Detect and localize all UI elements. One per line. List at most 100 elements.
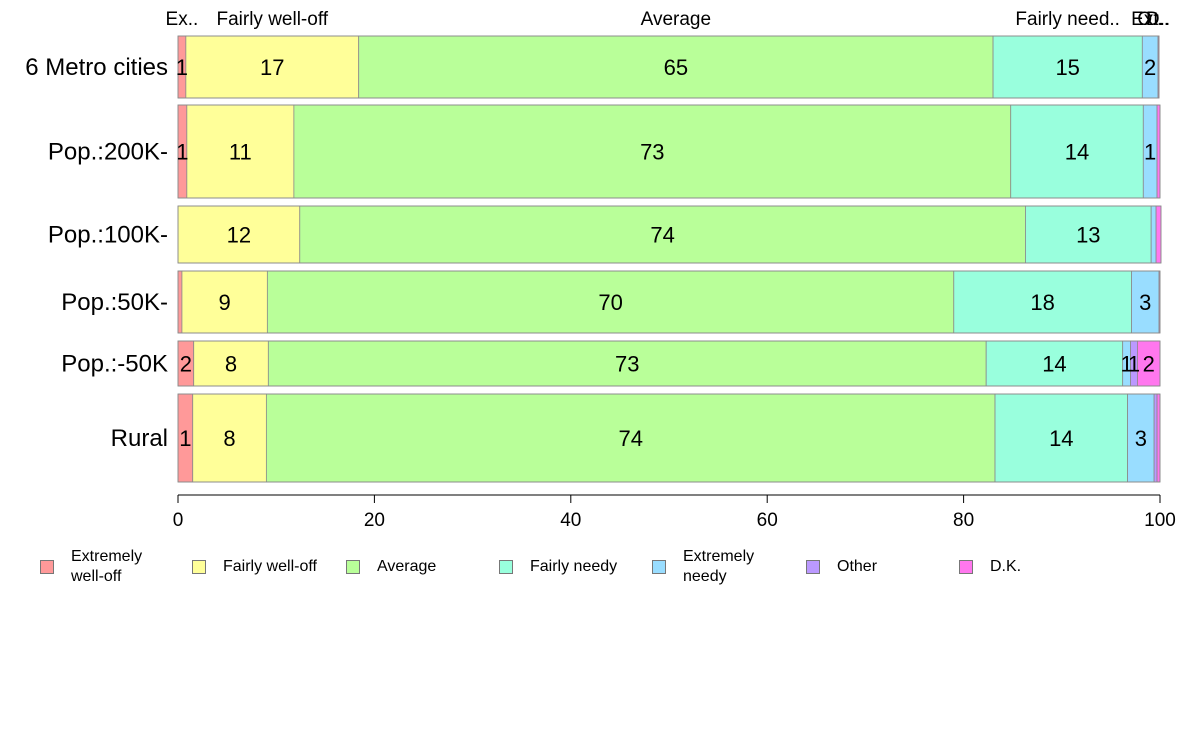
x-tick-label: 60 <box>757 510 778 531</box>
data-label: 3 <box>1135 426 1147 451</box>
row-labels: 6 Metro cities Pop.:200K- Pop.:100K- Pop.:5… <box>25 54 168 452</box>
legend-swatch <box>40 560 54 574</box>
bar-outline <box>177 270 1161 334</box>
bar-segment <box>1127 393 1155 483</box>
data-label: 65 <box>664 55 688 80</box>
data-label: 8 <box>225 352 237 377</box>
stacked-bar-chart: 1 17 65 15 21 11 73 14 112 74 139 70 18 32 8 73 14 11 21 8 7… <box>25 9 1176 531</box>
legend-label: Average <box>377 558 437 575</box>
top-series-label: O.. <box>1137 9 1162 30</box>
data-label: 11 <box>229 140 252 165</box>
data-label: 2 <box>1144 55 1156 80</box>
legend-label: Fairly needy <box>530 558 618 575</box>
segment-labels: 1 17 65 15 21 11 73 14 112 74 139 70 18 32 8 73 14 11 21 8 7… <box>176 55 1157 451</box>
legend-item: Fairly needy <box>499 545 617 589</box>
bar-outline <box>177 205 1162 264</box>
bar-segment <box>267 340 987 387</box>
category-label: 6 Metro cities <box>25 54 168 81</box>
legend-item: Other <box>806 545 877 589</box>
data-label: 2 <box>1143 352 1155 377</box>
x-tick-label: 80 <box>953 510 974 531</box>
data-label: 17 <box>260 55 284 80</box>
bar-outline <box>177 104 1161 199</box>
top-series-label: Fairly need.. <box>1015 9 1120 30</box>
category-label: Rural <box>111 425 168 452</box>
bar-outline <box>177 35 1160 99</box>
data-label: 18 <box>1030 290 1054 315</box>
bar-segment <box>1156 104 1161 199</box>
legend-item: Extremely well-off <box>40 545 142 589</box>
bar-outline <box>177 393 1161 483</box>
bar-segment <box>1010 104 1144 199</box>
bar-segment <box>181 270 268 334</box>
data-label: 2 <box>180 352 192 377</box>
x-axis: 0 20 40 60 80 100 <box>173 494 1176 531</box>
data-label: 1 <box>1120 352 1132 377</box>
bar-segment <box>953 270 1132 334</box>
legend-label: Extremely well-off <box>71 548 143 585</box>
bar-segment <box>177 205 301 264</box>
legend-swatch <box>499 560 513 574</box>
data-label: 1 <box>176 140 188 165</box>
data-label: 12 <box>227 223 251 248</box>
data-label: 1 <box>1144 140 1156 165</box>
data-label: 1 <box>176 55 188 80</box>
data-label: 73 <box>615 352 639 377</box>
category-label: Pop.:100K- <box>48 222 168 249</box>
data-label: 74 <box>650 223 674 248</box>
data-label: 70 <box>598 290 622 315</box>
data-label: 14 <box>1049 426 1073 451</box>
data-label: 1 <box>179 426 191 451</box>
category-label: Pop.:-50K <box>61 351 168 378</box>
data-label: 1 <box>1128 352 1140 377</box>
data-label: 14 <box>1065 140 1089 165</box>
top-series-label: Ex.. <box>166 9 199 30</box>
bars <box>177 35 1162 483</box>
top-series-label: D.. <box>1146 9 1170 30</box>
legend: Extremely well-off Fairly well-off Average F… <box>0 545 1188 595</box>
category-label: Pop.:200K- <box>48 139 168 166</box>
legend-swatch <box>806 560 820 574</box>
bar-segment <box>299 205 1026 264</box>
bar-segment <box>1155 205 1162 264</box>
data-label: 14 <box>1042 352 1066 377</box>
bar-segment <box>1153 393 1158 483</box>
bar-segment <box>266 270 955 334</box>
x-tick-label: 0 <box>173 510 184 531</box>
data-label: 3 <box>1139 290 1151 315</box>
bar-segment <box>192 393 267 483</box>
legend-item: Extremely needy <box>652 545 754 589</box>
legend-label: Fairly well-off <box>223 558 317 575</box>
legend-item: Average <box>346 545 436 589</box>
bar-segment <box>1025 205 1152 264</box>
legend-item: D.K. <box>959 545 1021 589</box>
bar-segment <box>193 340 269 387</box>
legend-swatch <box>652 560 666 574</box>
legend-swatch <box>959 560 973 574</box>
bar-segment <box>994 393 1128 483</box>
legend-label: Extremely needy <box>683 548 755 585</box>
legend-label: Other <box>837 558 878 575</box>
top-series-label: Ext.. <box>1131 9 1169 30</box>
category-label: Pop.:50K- <box>61 289 168 316</box>
data-label: 15 <box>1055 55 1079 80</box>
legend-label: D.K. <box>990 558 1022 575</box>
bar-segment <box>177 270 183 334</box>
bar-segment <box>1156 393 1161 483</box>
x-tick-label: 40 <box>560 510 581 531</box>
bar-segment <box>265 393 996 483</box>
data-label: 9 <box>219 290 231 315</box>
bar-segment <box>985 340 1124 387</box>
bar-outline <box>177 340 1161 387</box>
x-tick-label: 100 <box>1144 510 1176 531</box>
data-label: 13 <box>1076 223 1100 248</box>
top-series-labels: Ex.. Fairly well-off Average Fairly need.. E… <box>166 9 1171 30</box>
bar-segment <box>1131 270 1160 334</box>
top-series-label: Fairly well-off <box>216 9 328 30</box>
legend-swatch <box>346 560 360 574</box>
x-tick-label: 20 <box>364 510 385 531</box>
bar-segment <box>1150 205 1157 264</box>
top-series-label: Average <box>641 9 711 30</box>
data-label: 73 <box>640 140 664 165</box>
legend-item: Fairly well-off <box>192 545 317 589</box>
